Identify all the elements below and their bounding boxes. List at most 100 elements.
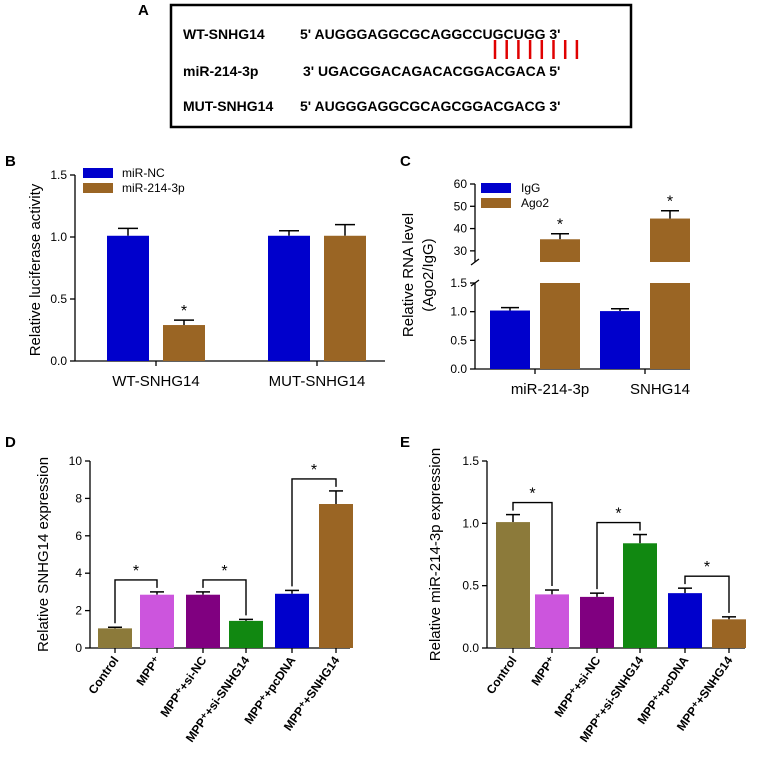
bar (668, 593, 702, 648)
significance-bracket (512, 501, 553, 587)
legend-label: IgG (521, 181, 540, 195)
significance-star: * (667, 194, 673, 211)
legend-label: miR-NC (122, 166, 165, 180)
axis-break (470, 279, 480, 287)
seq-name-mut: MUT-SNHG14 (183, 98, 273, 114)
bar (712, 619, 746, 648)
y-tick-label: 0.0 (462, 641, 479, 655)
y-tick-label: 10 (69, 454, 83, 468)
y-tick-label: 2 (75, 604, 82, 618)
x-tick-label: MPP⁺ (133, 654, 163, 689)
pairing-lines (493, 40, 579, 59)
bar-Ago2-upper (650, 218, 690, 262)
x-tick-label: MUT-SNHG14 (269, 373, 366, 390)
legend-swatch (83, 183, 113, 193)
y-axis-label-2: (Ago2/IgG) (420, 238, 437, 311)
legend-swatch (83, 168, 113, 178)
y-tick-label: 0.0 (50, 354, 67, 368)
panel-label-b: B (5, 153, 16, 170)
bar-Ago2-upper (540, 239, 580, 262)
significance-bracket (684, 575, 730, 613)
y-tick-label: 50 (454, 199, 468, 213)
panel-label-c: C (400, 153, 411, 170)
y-tick-label: 1.0 (450, 305, 467, 319)
legend-label: Ago2 (521, 196, 549, 210)
significance-star: * (557, 217, 563, 234)
y-axis-label: Relative miR-214-3p expression (427, 448, 444, 661)
bar-IgG (600, 311, 640, 369)
panel-c-chart: 0.0 0.5 1.0 1.5 30 40 50 60 miR-214-3p SNHG14 * * Ig… (400, 177, 690, 398)
bar-Ago2-lower (540, 283, 580, 369)
sequence-box (169, 3, 633, 129)
significance-star: * (221, 563, 227, 580)
y-tick-label: 30 (454, 244, 468, 258)
y-axis-label: Relative luciferase activity (27, 183, 44, 356)
significance-star: * (704, 559, 710, 576)
bar (98, 628, 132, 648)
x-tick-label: WT-SNHG14 (112, 373, 200, 390)
panel-label-d: D (5, 434, 16, 451)
x-tick-label: SNHG14 (630, 381, 690, 398)
significance-star: * (615, 506, 621, 523)
y-tick-label: 8 (75, 491, 82, 505)
bar (623, 543, 657, 648)
bar-miR-NC (107, 235, 149, 361)
significance-bracket (291, 478, 337, 587)
legend-swatch (481, 198, 511, 208)
bar-Ago2-lower (650, 283, 690, 369)
y-tick-label: 6 (75, 529, 82, 543)
y-tick-label: 0.5 (462, 579, 479, 593)
y-tick-label: 4 (75, 566, 82, 580)
seq-name-mir: miR-214-3p (183, 63, 258, 79)
bar (496, 522, 530, 648)
axis-break (470, 258, 480, 266)
seq-mut: 5' AUGGGAGGCGCAGCGGACGACG 3' (300, 98, 561, 114)
y-tick-label: 1.0 (50, 230, 67, 244)
bar-miR-214-3p (163, 325, 205, 361)
y-tick-label: 1.0 (462, 516, 479, 530)
seq-name-wt: WT-SNHG14 (183, 26, 265, 42)
bar (275, 593, 309, 648)
y-tick-label: 1.5 (50, 168, 67, 182)
legend-swatch (481, 183, 511, 193)
bar-miR-214-3p (324, 235, 366, 361)
y-tick-label: 40 (454, 222, 468, 236)
x-tick-label: Control (484, 654, 520, 697)
x-tick-label: MPP⁺ (528, 654, 558, 689)
significance-star: * (529, 486, 535, 503)
bar (140, 594, 174, 648)
significance-bracket (596, 521, 641, 590)
seq-wt: 5' AUGGGAGGCGCAGGCCUGCUGG 3' (300, 26, 561, 42)
significance-star: * (181, 303, 187, 320)
bar (580, 596, 614, 648)
y-tick-label: 0.0 (450, 362, 467, 376)
y-tick-label: 1.5 (462, 454, 479, 468)
significance-bracket (202, 579, 247, 616)
panel-label-a: A (138, 2, 149, 19)
significance-bracket (114, 579, 158, 624)
y-axis-label: Relative RNA level (400, 213, 417, 337)
y-tick-label: 1.5 (450, 276, 467, 290)
bar (319, 504, 353, 648)
y-axis-label: Relative SNHG14 expression (35, 457, 52, 652)
legend-label: miR-214-3p (122, 181, 185, 195)
bar-miR-NC (268, 235, 310, 361)
seq-mir: 3' UGACGGACAGACACGGACGACA 5' (303, 63, 560, 79)
significance-star: * (311, 462, 317, 479)
x-tick-label: Control (86, 654, 122, 697)
y-tick-label: 0 (75, 641, 82, 655)
bar-IgG (490, 310, 530, 369)
y-tick-label: 60 (454, 177, 468, 191)
bar (535, 594, 569, 648)
panel-b-chart: 0.0 0.5 1.0 1.5 WT-SNHG14 MUT-SNHG14 * miR-NCmi… (27, 166, 385, 390)
y-tick-label: 0.5 (450, 333, 467, 347)
bar (186, 594, 220, 648)
panel-label-e: E (400, 434, 410, 451)
significance-star: * (133, 563, 139, 580)
bar (229, 620, 263, 648)
x-tick-label: miR-214-3p (511, 381, 589, 398)
y-tick-label: 0.5 (50, 292, 67, 306)
